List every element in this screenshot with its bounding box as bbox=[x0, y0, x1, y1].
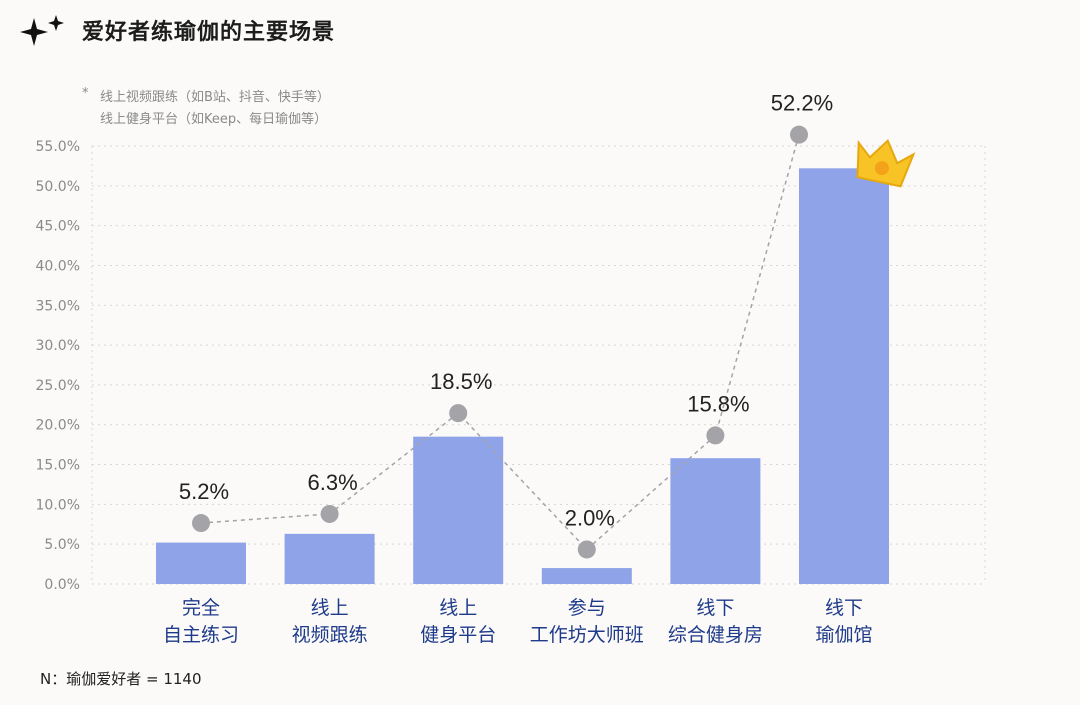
bar bbox=[156, 542, 246, 584]
page-title: 爱好者练瑜伽的主要场景 bbox=[82, 20, 336, 45]
data-marker bbox=[790, 125, 808, 144]
data-marker bbox=[577, 540, 596, 559]
x-tick-label: 参与 bbox=[568, 597, 606, 619]
y-tick-label: 45.0% bbox=[36, 219, 80, 235]
x-tick-label: 视频跟练 bbox=[292, 624, 368, 646]
data-marker bbox=[706, 426, 725, 445]
trend-line bbox=[200, 134, 800, 551]
x-tick-label: 瑜伽馆 bbox=[815, 624, 872, 646]
x-tick-label: 工作坊大师班 bbox=[530, 624, 644, 646]
x-tick-label: 完全 bbox=[182, 597, 220, 619]
data-marker bbox=[320, 504, 339, 523]
y-tick-label: 30.0% bbox=[36, 338, 80, 354]
bar bbox=[541, 568, 632, 584]
x-tick-label: 健身平台 bbox=[420, 624, 496, 646]
data-label: 52.2% bbox=[771, 91, 833, 116]
data-label: 2.0% bbox=[565, 505, 615, 530]
note-line-2: 线上健身平台（如Keep、每日瑜伽等） bbox=[100, 112, 328, 127]
y-tick-label: 15.0% bbox=[36, 458, 80, 474]
y-tick-label: 40.0% bbox=[36, 258, 80, 274]
note-star: * bbox=[82, 86, 89, 101]
y-tick-label: 50.0% bbox=[36, 179, 80, 195]
crown-icon bbox=[856, 138, 916, 188]
sparkle-icon bbox=[20, 15, 64, 46]
x-tick-label: 线下 bbox=[696, 597, 734, 619]
x-tick-label: 综合健身房 bbox=[668, 624, 763, 646]
y-tick-label: 10.0% bbox=[36, 497, 80, 513]
x-tick-label: 线下 bbox=[825, 597, 863, 619]
sample-size-note: N：瑜伽爱好者 = 1140 bbox=[40, 670, 202, 688]
chart-note: * 线上视频跟练（如B站、抖音、快手等） bbox=[82, 86, 330, 105]
data-label: 15.8% bbox=[687, 391, 749, 416]
y-tick-label: 20.0% bbox=[36, 418, 80, 434]
note-line-1: 线上视频跟练（如B站、抖音、快手等） bbox=[100, 90, 330, 105]
x-tick-label: 线上 bbox=[439, 597, 477, 619]
x-tick-label: 自主练习 bbox=[163, 624, 239, 646]
bar bbox=[413, 436, 504, 584]
data-label: 18.5% bbox=[430, 369, 492, 394]
bar bbox=[284, 533, 375, 584]
data-marker bbox=[449, 404, 468, 423]
data-marker bbox=[192, 514, 210, 533]
y-tick-label: 25.0% bbox=[36, 378, 80, 394]
data-label: 5.2% bbox=[179, 479, 229, 504]
y-tick-label: 55.0% bbox=[36, 139, 80, 155]
bar bbox=[670, 458, 761, 584]
y-tick-label: 5.0% bbox=[44, 537, 80, 553]
y-tick-label: 35.0% bbox=[36, 298, 80, 314]
bar bbox=[799, 168, 889, 584]
data-label: 6.3% bbox=[308, 470, 358, 495]
y-tick-label: 0.0% bbox=[44, 577, 80, 593]
x-tick-label: 线上 bbox=[311, 597, 349, 619]
